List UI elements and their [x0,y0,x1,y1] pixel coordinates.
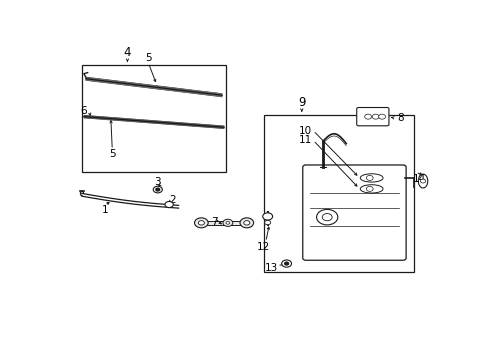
Circle shape [262,213,272,220]
FancyBboxPatch shape [356,108,388,126]
Circle shape [244,221,249,225]
Circle shape [322,213,331,221]
Text: 12: 12 [257,242,270,252]
Text: 7: 7 [211,217,218,227]
Circle shape [281,260,291,267]
Circle shape [366,175,372,180]
Ellipse shape [360,185,382,193]
Ellipse shape [417,174,427,188]
Circle shape [284,262,288,265]
Circle shape [225,221,229,224]
Circle shape [371,114,378,119]
Bar [264,115,413,272]
Circle shape [198,221,204,225]
Circle shape [420,179,425,183]
Bar [82,66,225,172]
Text: 5: 5 [144,53,151,63]
Text: 5: 5 [109,149,115,159]
Text: 6: 6 [80,106,86,116]
Circle shape [156,188,159,191]
Text: 13: 13 [264,263,278,273]
Circle shape [194,218,208,228]
FancyBboxPatch shape [302,165,406,260]
Text: 1: 1 [101,204,108,215]
Circle shape [164,202,173,208]
Text: 9: 9 [297,96,305,109]
Circle shape [223,219,232,226]
Circle shape [264,220,270,225]
Text: 8: 8 [396,113,403,123]
Text: 4: 4 [123,46,131,59]
Circle shape [364,114,371,119]
Text: 10: 10 [298,126,311,135]
Text: 2: 2 [169,195,176,205]
Bar [201,221,246,225]
Circle shape [378,114,385,119]
Circle shape [240,218,253,228]
Ellipse shape [360,174,382,182]
Text: 14: 14 [412,174,425,184]
Circle shape [153,186,162,193]
Circle shape [316,210,337,225]
Circle shape [366,186,372,192]
Text: 3: 3 [154,177,161,187]
Text: 11: 11 [298,135,311,145]
